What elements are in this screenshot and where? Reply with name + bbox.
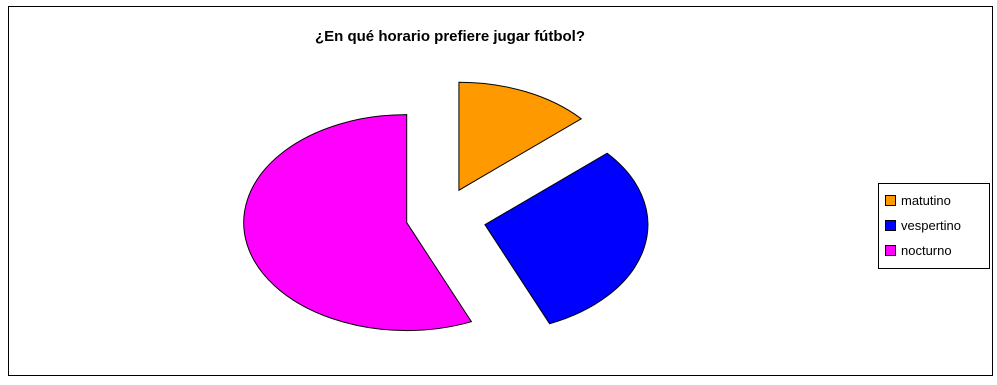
pie-slice-matutino — [458, 81, 583, 192]
pie-slice-nocturno — [243, 114, 473, 332]
legend-swatch-nocturno — [885, 244, 896, 256]
legend-label-nocturno: nocturno — [901, 242, 952, 258]
legend-swatch-matutino — [885, 194, 896, 206]
pie-slice-vespertino — [484, 152, 649, 325]
legend-item-matutino: matutino — [885, 192, 951, 208]
legend-swatch-vespertino — [885, 219, 896, 231]
chart-frame — [8, 6, 993, 376]
legend-item-vespertino: vespertino — [885, 217, 961, 233]
legend: matutino vespertino nocturno — [878, 183, 990, 269]
chart-title: ¿En qué horario prefiere jugar fútbol? — [314, 28, 585, 45]
legend-item-nocturno: nocturno — [885, 242, 952, 258]
legend-label-matutino: matutino — [901, 192, 951, 208]
legend-label-vespertino: vespertino — [901, 217, 961, 233]
